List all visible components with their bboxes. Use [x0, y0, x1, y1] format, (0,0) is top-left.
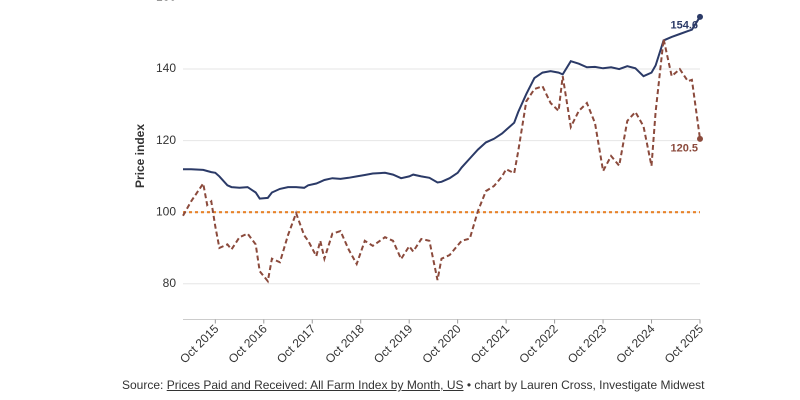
x-tick-label: Oct 2022 — [516, 321, 561, 366]
end-dot — [697, 13, 703, 20]
x-tick-label: Oct 2020 — [419, 321, 464, 366]
end-label: 120.5 — [670, 143, 698, 155]
y-axis-label: Price index — [133, 124, 147, 188]
source-link[interactable]: Prices Paid and Received: All Farm Index… — [166, 378, 464, 392]
end-dot — [697, 135, 703, 142]
y-tick-label: 160 — [156, 0, 176, 4]
y-tick-label: 140 — [156, 61, 176, 75]
x-tick-label: Oct 2016 — [226, 321, 271, 366]
source-note: Source: Prices Paid and Received: All Fa… — [122, 378, 705, 392]
source-prefix: Source: — [122, 378, 164, 392]
x-tick-label: Oct 2018 — [323, 321, 368, 366]
y-tick-label: 80 — [163, 276, 177, 290]
x-tick-label: Oct 2019 — [371, 321, 416, 366]
series-line — [183, 16, 701, 200]
x-tick-label: Oct 2015 — [177, 321, 222, 366]
x-tick-label: Oct 2025 — [662, 321, 707, 366]
end-label: 154.6 — [670, 20, 698, 32]
credit: • chart by Lauren Cross, Investigate Mid… — [466, 378, 705, 392]
x-tick-label: Oct 2023 — [565, 321, 610, 366]
y-tick-label: 120 — [156, 133, 176, 147]
x-tick-label: Oct 2024 — [613, 321, 658, 366]
series-line — [182, 38, 701, 284]
x-tick-label: Oct 2017 — [274, 321, 319, 366]
x-tick-label: Oct 2021 — [468, 321, 513, 366]
y-tick-label: 100 — [156, 204, 176, 218]
